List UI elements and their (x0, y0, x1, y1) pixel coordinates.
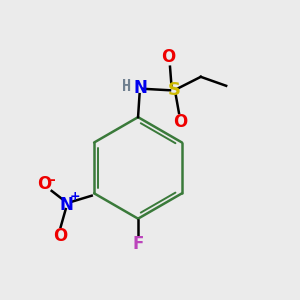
Text: -: - (50, 172, 56, 187)
Text: F: F (132, 235, 144, 253)
Text: O: O (161, 48, 176, 66)
Text: O: O (173, 113, 187, 131)
Text: N: N (60, 196, 74, 214)
Text: H: H (122, 79, 131, 94)
Text: +: + (70, 190, 80, 203)
Text: S: S (167, 81, 180, 99)
Text: N: N (134, 79, 148, 97)
Text: O: O (53, 227, 67, 245)
Text: O: O (37, 175, 51, 193)
